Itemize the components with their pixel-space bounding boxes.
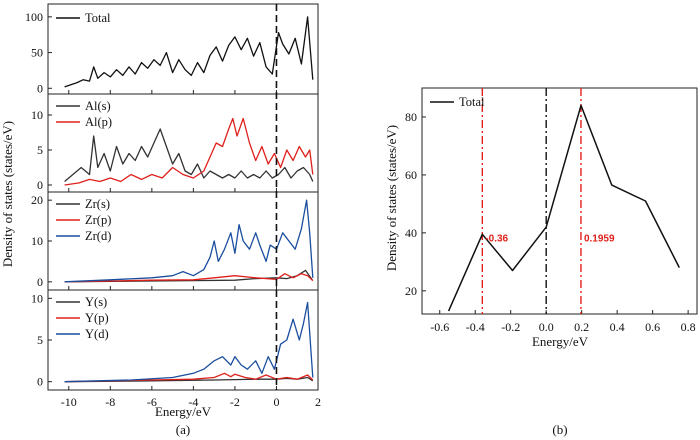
x-tick-label: -0.4 xyxy=(466,320,485,334)
panel-b-ylabel: Density of states (states/eV) xyxy=(384,125,399,271)
y-tick-label: 5 xyxy=(37,143,43,157)
panel-a-ylabel: Density of states (states/eV) xyxy=(0,121,15,267)
panel-b-xlabel: Energy/eV xyxy=(532,334,589,349)
x-tick-label: 0.6 xyxy=(645,320,660,334)
series-line-zr-d- xyxy=(64,199,314,283)
y-tick-label: 0 xyxy=(37,81,43,95)
y-tick-label: 0 xyxy=(37,275,43,289)
x-tick-label: -6 xyxy=(147,395,157,409)
series-line-zr-p- xyxy=(64,273,314,283)
x-tick-label: -4 xyxy=(188,395,198,409)
panel-a-subplot-4: 0 5 10 Y(s) Y(p) Y(d) xyxy=(31,289,319,391)
series-line-total xyxy=(447,104,680,312)
y-tick-label: 10 xyxy=(31,291,43,305)
panel-a-subplot-2: 0 5 10 Al(s) Al(p) xyxy=(31,93,319,193)
legend-label: Al(p) xyxy=(85,115,112,129)
y-tick-label: 100 xyxy=(25,10,43,24)
x-tick-label: 0.4 xyxy=(610,320,625,334)
panel-b-frame xyxy=(421,87,698,315)
series-line-y-d- xyxy=(64,301,314,383)
y-tick-label: 10 xyxy=(31,108,43,122)
panel-a-subplot-1: 0 50 100 Total xyxy=(25,3,319,95)
x-tick-label: -0.2 xyxy=(501,320,520,334)
legend-label: Zr(s) xyxy=(85,197,110,211)
x-tick-label: -10 xyxy=(61,395,77,409)
y-tick-label: 0 xyxy=(37,375,43,389)
legend-label: Total xyxy=(459,95,485,109)
x-tick-label: -0.6 xyxy=(430,320,449,334)
reference-line-label: 0.1959 xyxy=(584,234,615,245)
y-tick-label: 60 xyxy=(405,168,417,182)
y-tick-label: 40 xyxy=(405,226,417,240)
legend-label: Al(s) xyxy=(85,99,111,113)
panel-a-caption: (a) xyxy=(176,422,190,437)
legend-label: Total xyxy=(85,11,111,25)
y-tick-label: 5 xyxy=(37,333,43,347)
x-tick-label: -8 xyxy=(105,395,115,409)
x-tick-label: 0.8 xyxy=(681,320,696,334)
y-tick-label: 0 xyxy=(37,178,43,192)
reference-line-label: -0.36 xyxy=(485,234,508,245)
x-tick-label: -2 xyxy=(230,395,240,409)
y-tick-label: 10 xyxy=(31,234,43,248)
series-line-al-p- xyxy=(64,117,314,186)
y-tick-label: 20 xyxy=(31,193,43,207)
legend-label: Y(s) xyxy=(85,295,107,309)
series-line-total xyxy=(64,16,314,88)
x-tick-label: 2 xyxy=(315,395,321,409)
panel-b-caption: (b) xyxy=(552,422,567,437)
legend-label: Zr(d) xyxy=(85,229,111,243)
legend-label: Y(d) xyxy=(85,327,109,341)
y-tick-label: 80 xyxy=(405,110,417,124)
x-tick-label: 0.0 xyxy=(539,320,554,334)
panel-a-subplot-3: 0 10 20 Zr(s) Zr(p) Zr(d) xyxy=(31,191,319,291)
x-tick-label: 0 xyxy=(273,395,279,409)
series-line-y-p- xyxy=(64,372,314,383)
y-tick-label: 50 xyxy=(31,46,43,60)
x-tick-label: 0.2 xyxy=(574,320,589,334)
panel-a-xlabel: Energy/eV xyxy=(155,404,212,419)
legend-label: Zr(p) xyxy=(85,213,111,227)
series-line-al-s- xyxy=(64,128,314,182)
panel-b-plot: 20 40 60 80 -0.6 -0.4 -0.2 0.0 0.2 0.4 0.6 0.8 -0.36… xyxy=(405,87,698,334)
y-tick-label: 20 xyxy=(405,284,417,298)
legend-label: Y(p) xyxy=(85,311,109,325)
